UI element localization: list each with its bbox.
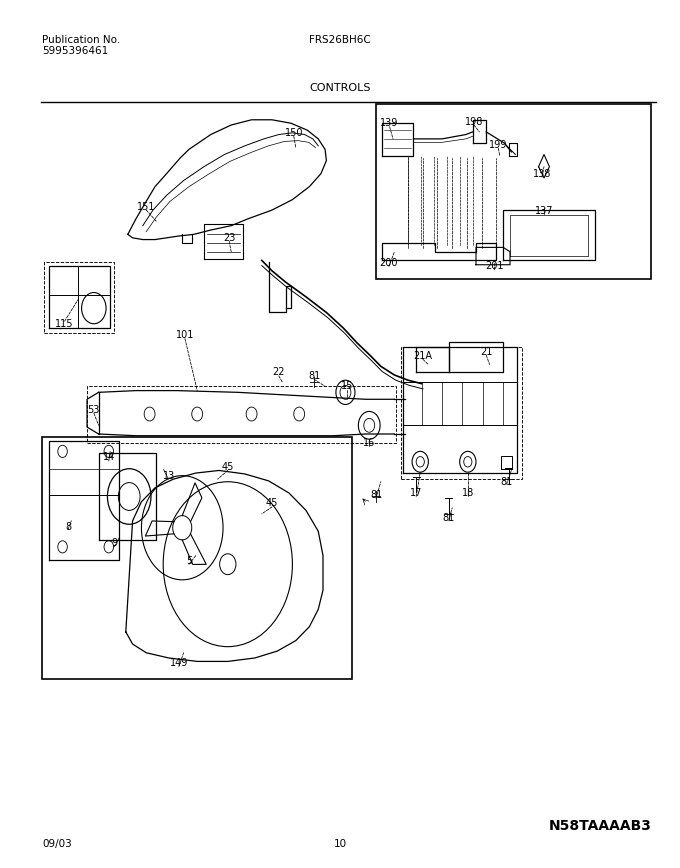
Text: CONTROLS: CONTROLS bbox=[309, 83, 371, 94]
Text: 45: 45 bbox=[222, 462, 234, 472]
Bar bbox=[44, 262, 114, 333]
Text: 149: 149 bbox=[169, 658, 188, 668]
Text: 137: 137 bbox=[534, 206, 554, 216]
Text: 15: 15 bbox=[341, 381, 353, 391]
Text: 115: 115 bbox=[55, 319, 74, 329]
Text: Publication No.: Publication No. bbox=[42, 35, 120, 45]
Text: 81: 81 bbox=[443, 513, 455, 523]
Text: 198: 198 bbox=[464, 116, 483, 127]
Text: 53: 53 bbox=[88, 404, 100, 415]
Text: 16: 16 bbox=[363, 437, 375, 448]
Text: 139: 139 bbox=[380, 118, 399, 128]
Text: 9: 9 bbox=[111, 538, 118, 549]
Text: 8: 8 bbox=[65, 522, 71, 532]
Text: 13: 13 bbox=[163, 470, 175, 481]
Text: FRS26BH6C: FRS26BH6C bbox=[309, 35, 371, 45]
Text: 138: 138 bbox=[532, 168, 551, 179]
Text: 101: 101 bbox=[175, 330, 194, 340]
Text: 21: 21 bbox=[480, 346, 492, 357]
Text: 5: 5 bbox=[186, 556, 192, 566]
Text: 200: 200 bbox=[379, 258, 398, 268]
Text: 17: 17 bbox=[410, 488, 422, 498]
Text: 23: 23 bbox=[223, 233, 235, 243]
Text: 201: 201 bbox=[485, 261, 504, 272]
Text: 199: 199 bbox=[489, 140, 508, 150]
Text: 14: 14 bbox=[103, 452, 115, 463]
Text: 22: 22 bbox=[273, 367, 285, 378]
Text: 45: 45 bbox=[266, 498, 278, 509]
Text: 151: 151 bbox=[137, 201, 156, 212]
Text: 81: 81 bbox=[308, 371, 320, 381]
Text: 150: 150 bbox=[284, 128, 303, 138]
Text: 5995396461: 5995396461 bbox=[42, 46, 108, 56]
Text: 09/03: 09/03 bbox=[42, 838, 72, 849]
Text: N58TAAAAB3: N58TAAAAB3 bbox=[549, 819, 651, 833]
Bar bbox=[42, 437, 352, 679]
Bar bbox=[376, 104, 651, 279]
Bar bbox=[401, 347, 522, 479]
Text: 81: 81 bbox=[500, 477, 513, 487]
Text: 10: 10 bbox=[333, 838, 347, 849]
Text: 18: 18 bbox=[462, 488, 474, 498]
Text: 81: 81 bbox=[370, 490, 382, 500]
Text: 21A: 21A bbox=[413, 351, 432, 361]
Bar bbox=[87, 386, 396, 443]
